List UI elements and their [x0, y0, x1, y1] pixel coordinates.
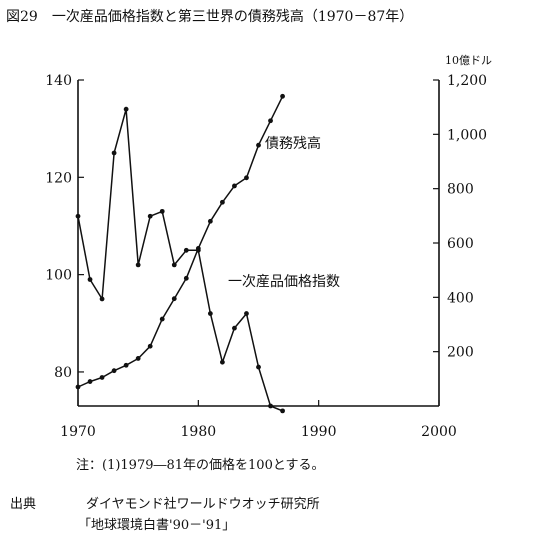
series-1-point — [280, 408, 285, 414]
right-y-tick-label: 1,000 — [447, 127, 487, 143]
series-2-point — [75, 384, 81, 390]
series-2-point — [171, 296, 177, 302]
series-1-point — [232, 325, 237, 331]
right-axis-unit: 10億ドル — [445, 54, 492, 67]
series-1-point — [135, 262, 141, 268]
series-2-point — [207, 218, 213, 224]
series-1-point — [123, 106, 129, 112]
series-2-point — [135, 356, 141, 361]
series-1-point — [159, 208, 165, 214]
x-tick-label: 2000 — [421, 424, 457, 440]
x-tick-label: 1980 — [181, 424, 217, 440]
left-y-tick-label: 80 — [54, 365, 72, 381]
series-1-point — [87, 277, 93, 282]
right-y-tick-label: 400 — [447, 290, 474, 306]
series-2-point — [244, 175, 249, 181]
series-1-point — [183, 247, 189, 253]
left-y-tick-label: 140 — [45, 73, 72, 89]
source-label: 出典 — [10, 497, 37, 512]
source-book: 「地球環境白書'90－'91」 — [78, 518, 236, 533]
series-2-point — [256, 142, 261, 148]
series-2-point — [159, 316, 165, 322]
series-line-2 — [77, 95, 284, 388]
series-1-point — [75, 213, 81, 219]
series-1-point — [268, 403, 273, 409]
series-2-point — [87, 379, 93, 384]
series-2-point — [268, 118, 273, 124]
series-1-point — [256, 364, 261, 370]
right-y-tick-label: 800 — [447, 182, 474, 198]
series-1-point — [220, 359, 225, 365]
series-1-point — [111, 150, 117, 156]
right-y-tick-label: 200 — [447, 345, 474, 361]
series-2-point — [183, 275, 189, 281]
left-y-tick-label: 120 — [45, 170, 72, 186]
series-2-point — [123, 362, 129, 368]
x-tick-label: 1970 — [60, 424, 96, 440]
series-1-point — [171, 262, 177, 268]
series-1-point — [99, 296, 105, 302]
chart-note: 注：(1)1979―81年の価格を100とする。 — [76, 458, 325, 473]
series-1-point — [147, 213, 153, 219]
series-label-2: 債務残高 — [265, 135, 321, 152]
series-label-1: 一次産品価格指数 — [228, 274, 340, 290]
series-1-point — [244, 311, 249, 316]
right-y-tick-label: 600 — [447, 236, 474, 252]
series-2-point — [99, 375, 105, 380]
right-y-tick-label: 1,200 — [447, 73, 487, 89]
series-2-point — [220, 199, 225, 205]
series-2-point — [280, 93, 285, 99]
left-y-tick-label: 100 — [45, 268, 72, 284]
source-name: ダイヤモンド社ワールドウオッチ研究所 — [86, 497, 320, 512]
series-2-point — [147, 343, 153, 349]
x-tick-label: 1990 — [301, 424, 337, 440]
series-2-point — [111, 368, 117, 374]
series-line-1 — [77, 108, 283, 412]
series-2-point — [195, 246, 201, 251]
series-1-point — [207, 311, 213, 316]
chart-title: 図29 一次産品価格指数と第三世界の債務残高（1970－87年） — [6, 9, 414, 25]
series-2-point — [232, 183, 237, 189]
